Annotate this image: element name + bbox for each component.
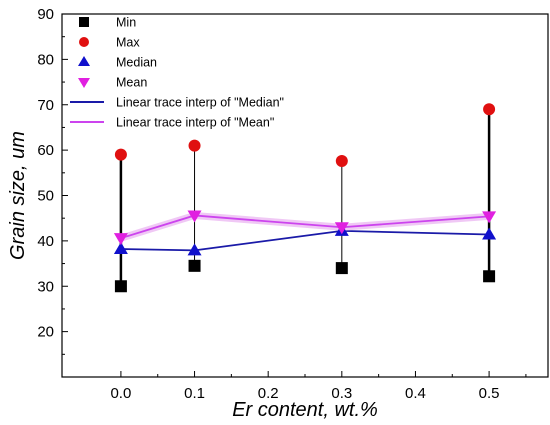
max-data-point bbox=[114, 148, 127, 161]
x-tick-label: 0.3 bbox=[331, 385, 352, 402]
min-data-point bbox=[114, 280, 127, 293]
legend-min-marker bbox=[79, 17, 89, 27]
x-axis-label: Er content, wt.% bbox=[232, 399, 378, 421]
legend-max-marker bbox=[79, 37, 89, 47]
x-tick-label: 0.0 bbox=[110, 385, 131, 402]
median-trace-line bbox=[120, 229, 490, 252]
legend-mean-label: Mean bbox=[116, 76, 147, 90]
max-data-point bbox=[188, 139, 201, 152]
y-tick-label: 70 bbox=[37, 97, 54, 114]
legend-median-marker bbox=[78, 56, 90, 66]
mean-data-point bbox=[187, 210, 202, 223]
y-tick-label: 90 bbox=[37, 6, 54, 23]
x-tick-label: 0.1 bbox=[184, 385, 205, 402]
y-tick-label: 50 bbox=[37, 188, 54, 205]
min-data-point bbox=[188, 259, 201, 272]
mean-data-point bbox=[482, 211, 497, 224]
legend-max-label: Max bbox=[116, 36, 140, 50]
max-data-point bbox=[335, 155, 348, 168]
max-data-point bbox=[483, 103, 496, 116]
legend-median-trace-label: Linear trace interp of "Median" bbox=[116, 96, 284, 110]
median-data-point bbox=[113, 242, 128, 255]
mean-data-point bbox=[113, 233, 128, 246]
y-tick-label: 40 bbox=[37, 233, 54, 250]
legend-mean-trace-label: Linear trace interp of "Mean" bbox=[116, 116, 274, 130]
median-data-point bbox=[187, 243, 202, 256]
legend-mean-marker bbox=[78, 78, 90, 88]
median-data-point bbox=[482, 227, 497, 240]
mean-trace-line bbox=[120, 214, 490, 240]
y-axis-label: Grain size, um bbox=[7, 131, 29, 260]
mean-trace-halo bbox=[119, 211, 490, 242]
x-tick-label: 0.5 bbox=[479, 385, 500, 402]
y-tick-label: 20 bbox=[37, 324, 54, 341]
y-tick-label: 60 bbox=[37, 142, 54, 159]
mean-data-point bbox=[334, 222, 349, 235]
y-tick-label: 80 bbox=[37, 51, 54, 68]
min-data-point bbox=[483, 270, 496, 283]
legend-median-label: Median bbox=[116, 56, 157, 70]
x-tick-label: 0.2 bbox=[258, 385, 279, 402]
y-tick-label: 30 bbox=[37, 278, 54, 295]
legend-min-label: Min bbox=[116, 16, 136, 30]
x-tick-label: 0.4 bbox=[405, 385, 426, 402]
min-data-point bbox=[335, 262, 348, 275]
